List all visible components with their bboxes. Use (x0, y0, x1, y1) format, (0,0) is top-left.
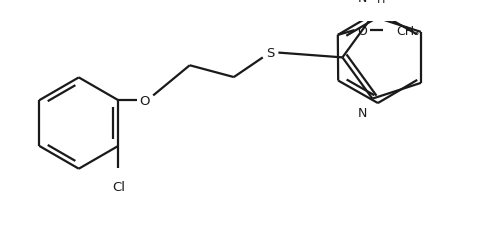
Text: N: N (358, 106, 368, 119)
Text: H: H (377, 0, 386, 5)
Text: CH₃: CH₃ (396, 24, 419, 37)
Text: S: S (266, 47, 274, 60)
Text: O: O (140, 94, 150, 107)
Text: O: O (357, 24, 367, 37)
Text: N: N (358, 0, 368, 5)
Text: Cl: Cl (112, 180, 125, 193)
